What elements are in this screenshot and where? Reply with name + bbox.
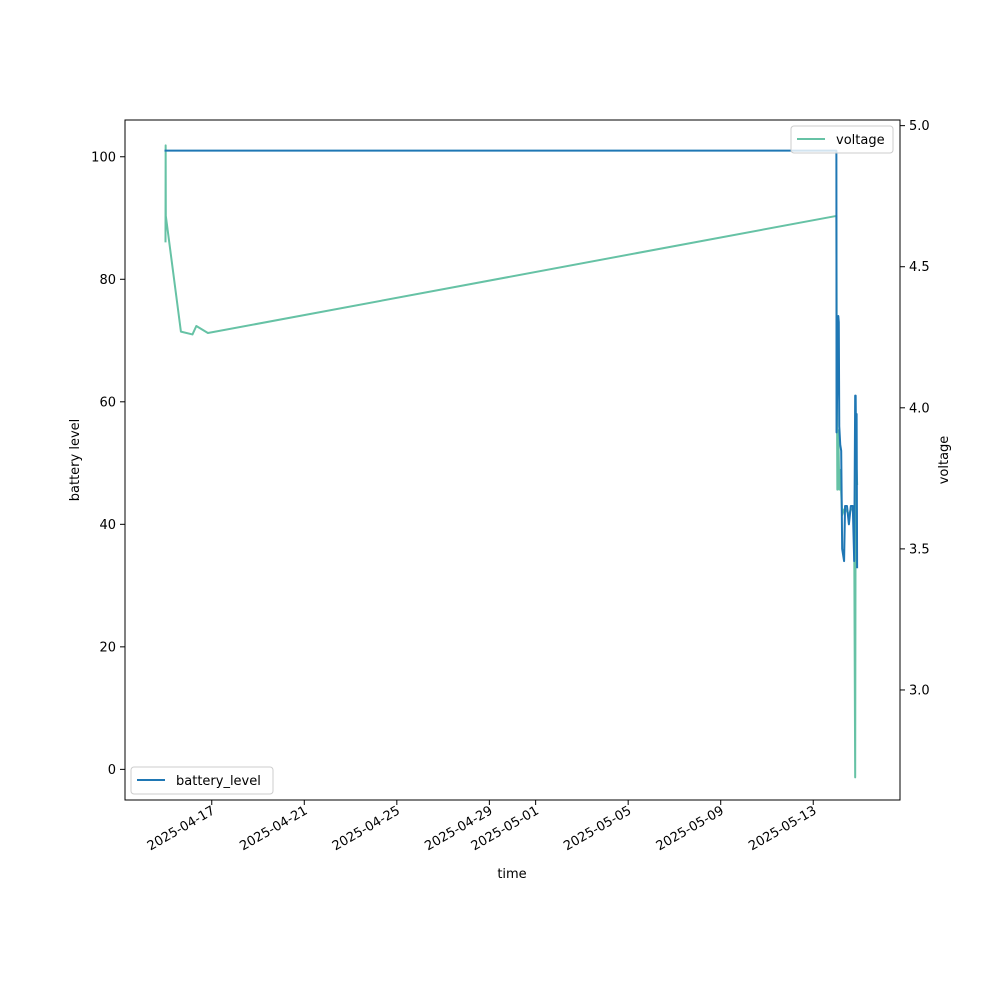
y-axis-left-label: battery level — [68, 419, 83, 502]
legend-battery-level-label: battery_level — [176, 774, 261, 789]
y-right-tick-label-3: 4.5 — [909, 260, 930, 275]
legend-battery-level-box — [130, 766, 274, 795]
y-left-tick-label-0: 0 — [108, 763, 116, 778]
y-axis-right: 3.0 3.5 4.0 4.5 5.0 — [900, 119, 930, 698]
y-left-tick-label-40: 40 — [99, 518, 116, 533]
plot-frame — [124, 119, 901, 801]
legend-voltage-label: voltage — [836, 133, 885, 148]
y-left-tick-label-60: 60 — [99, 395, 116, 410]
series-layer — [164, 144, 859, 779]
y-left-tick-label-100: 100 — [91, 150, 116, 165]
series-line-battery-level — [164, 149, 859, 569]
legend-voltage: voltage — [790, 125, 894, 154]
y-axis-left: 0 20 40 60 80 100 — [91, 150, 125, 778]
y-right-tick-label-4: 5.0 — [909, 119, 930, 134]
y-right-tick-label-0: 3.0 — [909, 683, 930, 698]
y-left-tick-label-80: 80 — [99, 273, 116, 288]
legend-battery-level: battery_level — [130, 766, 274, 795]
series-line-voltage — [164, 144, 859, 779]
y-right-tick-label-2: 4.0 — [909, 401, 930, 416]
legend-voltage-box — [790, 125, 894, 154]
y-right-tick-label-1: 3.5 — [909, 542, 930, 557]
x-axis-label: time — [497, 867, 526, 882]
y-left-tick-label-20: 20 — [99, 640, 116, 655]
y-axis-right-label: voltage — [937, 436, 952, 485]
